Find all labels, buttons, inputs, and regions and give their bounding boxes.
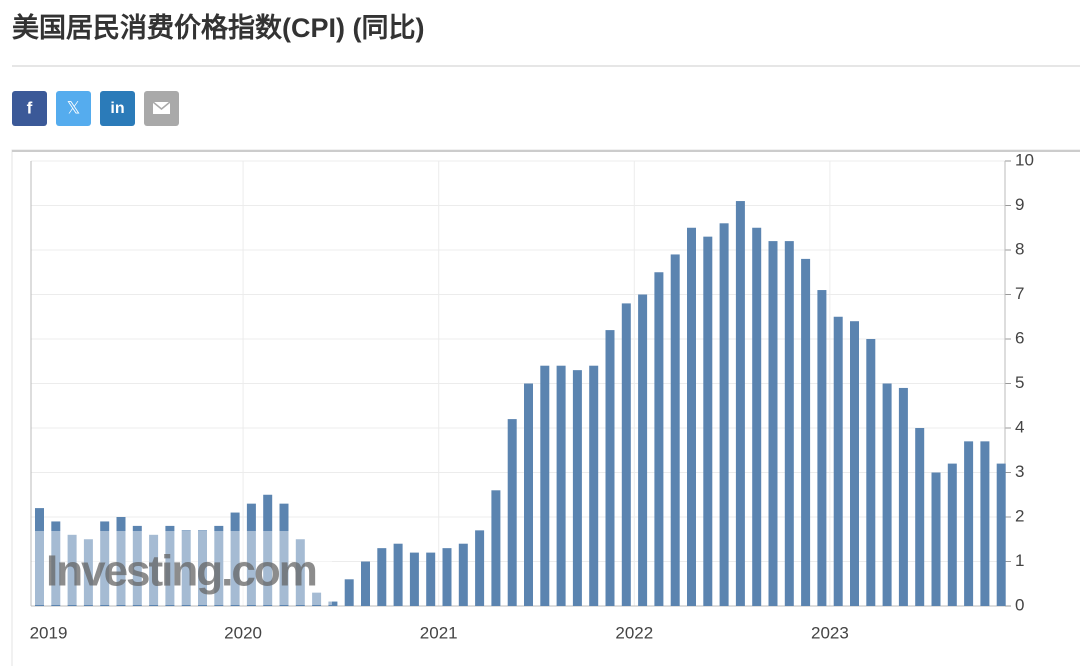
bar [51,521,61,606]
bar [458,543,468,606]
x-tick-label: 2020 [224,623,262,642]
bar [426,552,436,606]
page-title: 美国居民消费价格指数(CPI) (同比) [12,12,424,43]
bar [442,548,452,606]
bar [279,503,289,606]
watermark: Investing.com [46,547,316,596]
bar [687,227,696,606]
bar [377,548,387,606]
bar [898,387,908,606]
y-tick-label: 7 [1015,284,1024,303]
bar [817,290,827,606]
bar [850,321,859,606]
bar [833,316,843,606]
share-x[interactable]: 𝕏 [56,91,91,126]
share-facebook[interactable]: f [12,91,47,126]
bar [83,539,93,606]
bar [654,272,664,606]
x-tick-label: 2019 [30,623,68,642]
bar [866,339,876,606]
bar [605,330,615,606]
bar [556,365,566,606]
bar [149,534,159,606]
y-tick-label: 5 [1015,373,1024,392]
bar [638,294,648,606]
bar [752,227,762,606]
y-tick-label: 4 [1015,417,1024,436]
bar [116,517,126,606]
x-tick-label: 2022 [615,623,653,642]
bar [507,419,517,606]
bar [230,512,240,606]
bar [735,201,745,607]
button-label: in [110,100,124,117]
bar [882,383,892,606]
watermark-veil [32,531,332,605]
bar [540,365,550,606]
y-tick-label: 2 [1015,506,1024,525]
x-tick-label: 2021 [420,623,458,642]
y-tick-label: 9 [1015,195,1024,214]
bar [198,530,207,606]
bar [361,561,370,606]
bar [801,258,811,606]
button-bg [12,91,47,126]
share-linkedin[interactable]: in [100,91,135,126]
y-tick-label: 8 [1015,239,1024,258]
bar [344,579,354,606]
y-tick-label: 10 [1015,150,1034,169]
bar [996,463,1006,606]
bar [572,370,582,606]
bar [100,521,110,606]
bar [719,223,729,607]
bar [703,236,713,606]
button-bg [56,91,91,126]
bar [132,525,142,606]
button-label: 𝕏 [67,98,81,117]
button-label: f [27,98,33,117]
y-tick-label: 6 [1015,328,1024,347]
bar [393,543,403,606]
bar [246,503,256,606]
bar [263,494,273,606]
button-bg [100,91,135,126]
bar [475,530,485,606]
bar [980,441,990,606]
bar [931,472,941,606]
bar [491,490,501,606]
bar [784,241,794,606]
bar [768,241,778,606]
bar [67,534,77,606]
bar [328,601,338,606]
bar [524,383,533,606]
plot: 0 1 2 3 4 5 6 7 8 9 10 2019 2020 2021 2022 2023 Investin… [30,150,1034,642]
x-tick-label: 2023 [811,623,849,642]
bar [915,428,925,606]
bar [621,303,631,606]
bar [947,463,957,606]
share-email[interactable] [144,91,179,126]
y-tick-label: 1 [1015,551,1024,570]
bar [35,508,44,606]
bar [295,539,305,606]
bar [589,365,599,606]
y-tick-label: 3 [1015,462,1024,481]
bar [670,254,680,606]
bar [165,525,175,606]
bar [181,530,191,606]
mail-flap [152,101,171,110]
bar [409,552,419,606]
bar [312,592,322,606]
y-tick-label: 0 [1015,595,1024,614]
bar [964,441,974,606]
bar [214,525,224,606]
